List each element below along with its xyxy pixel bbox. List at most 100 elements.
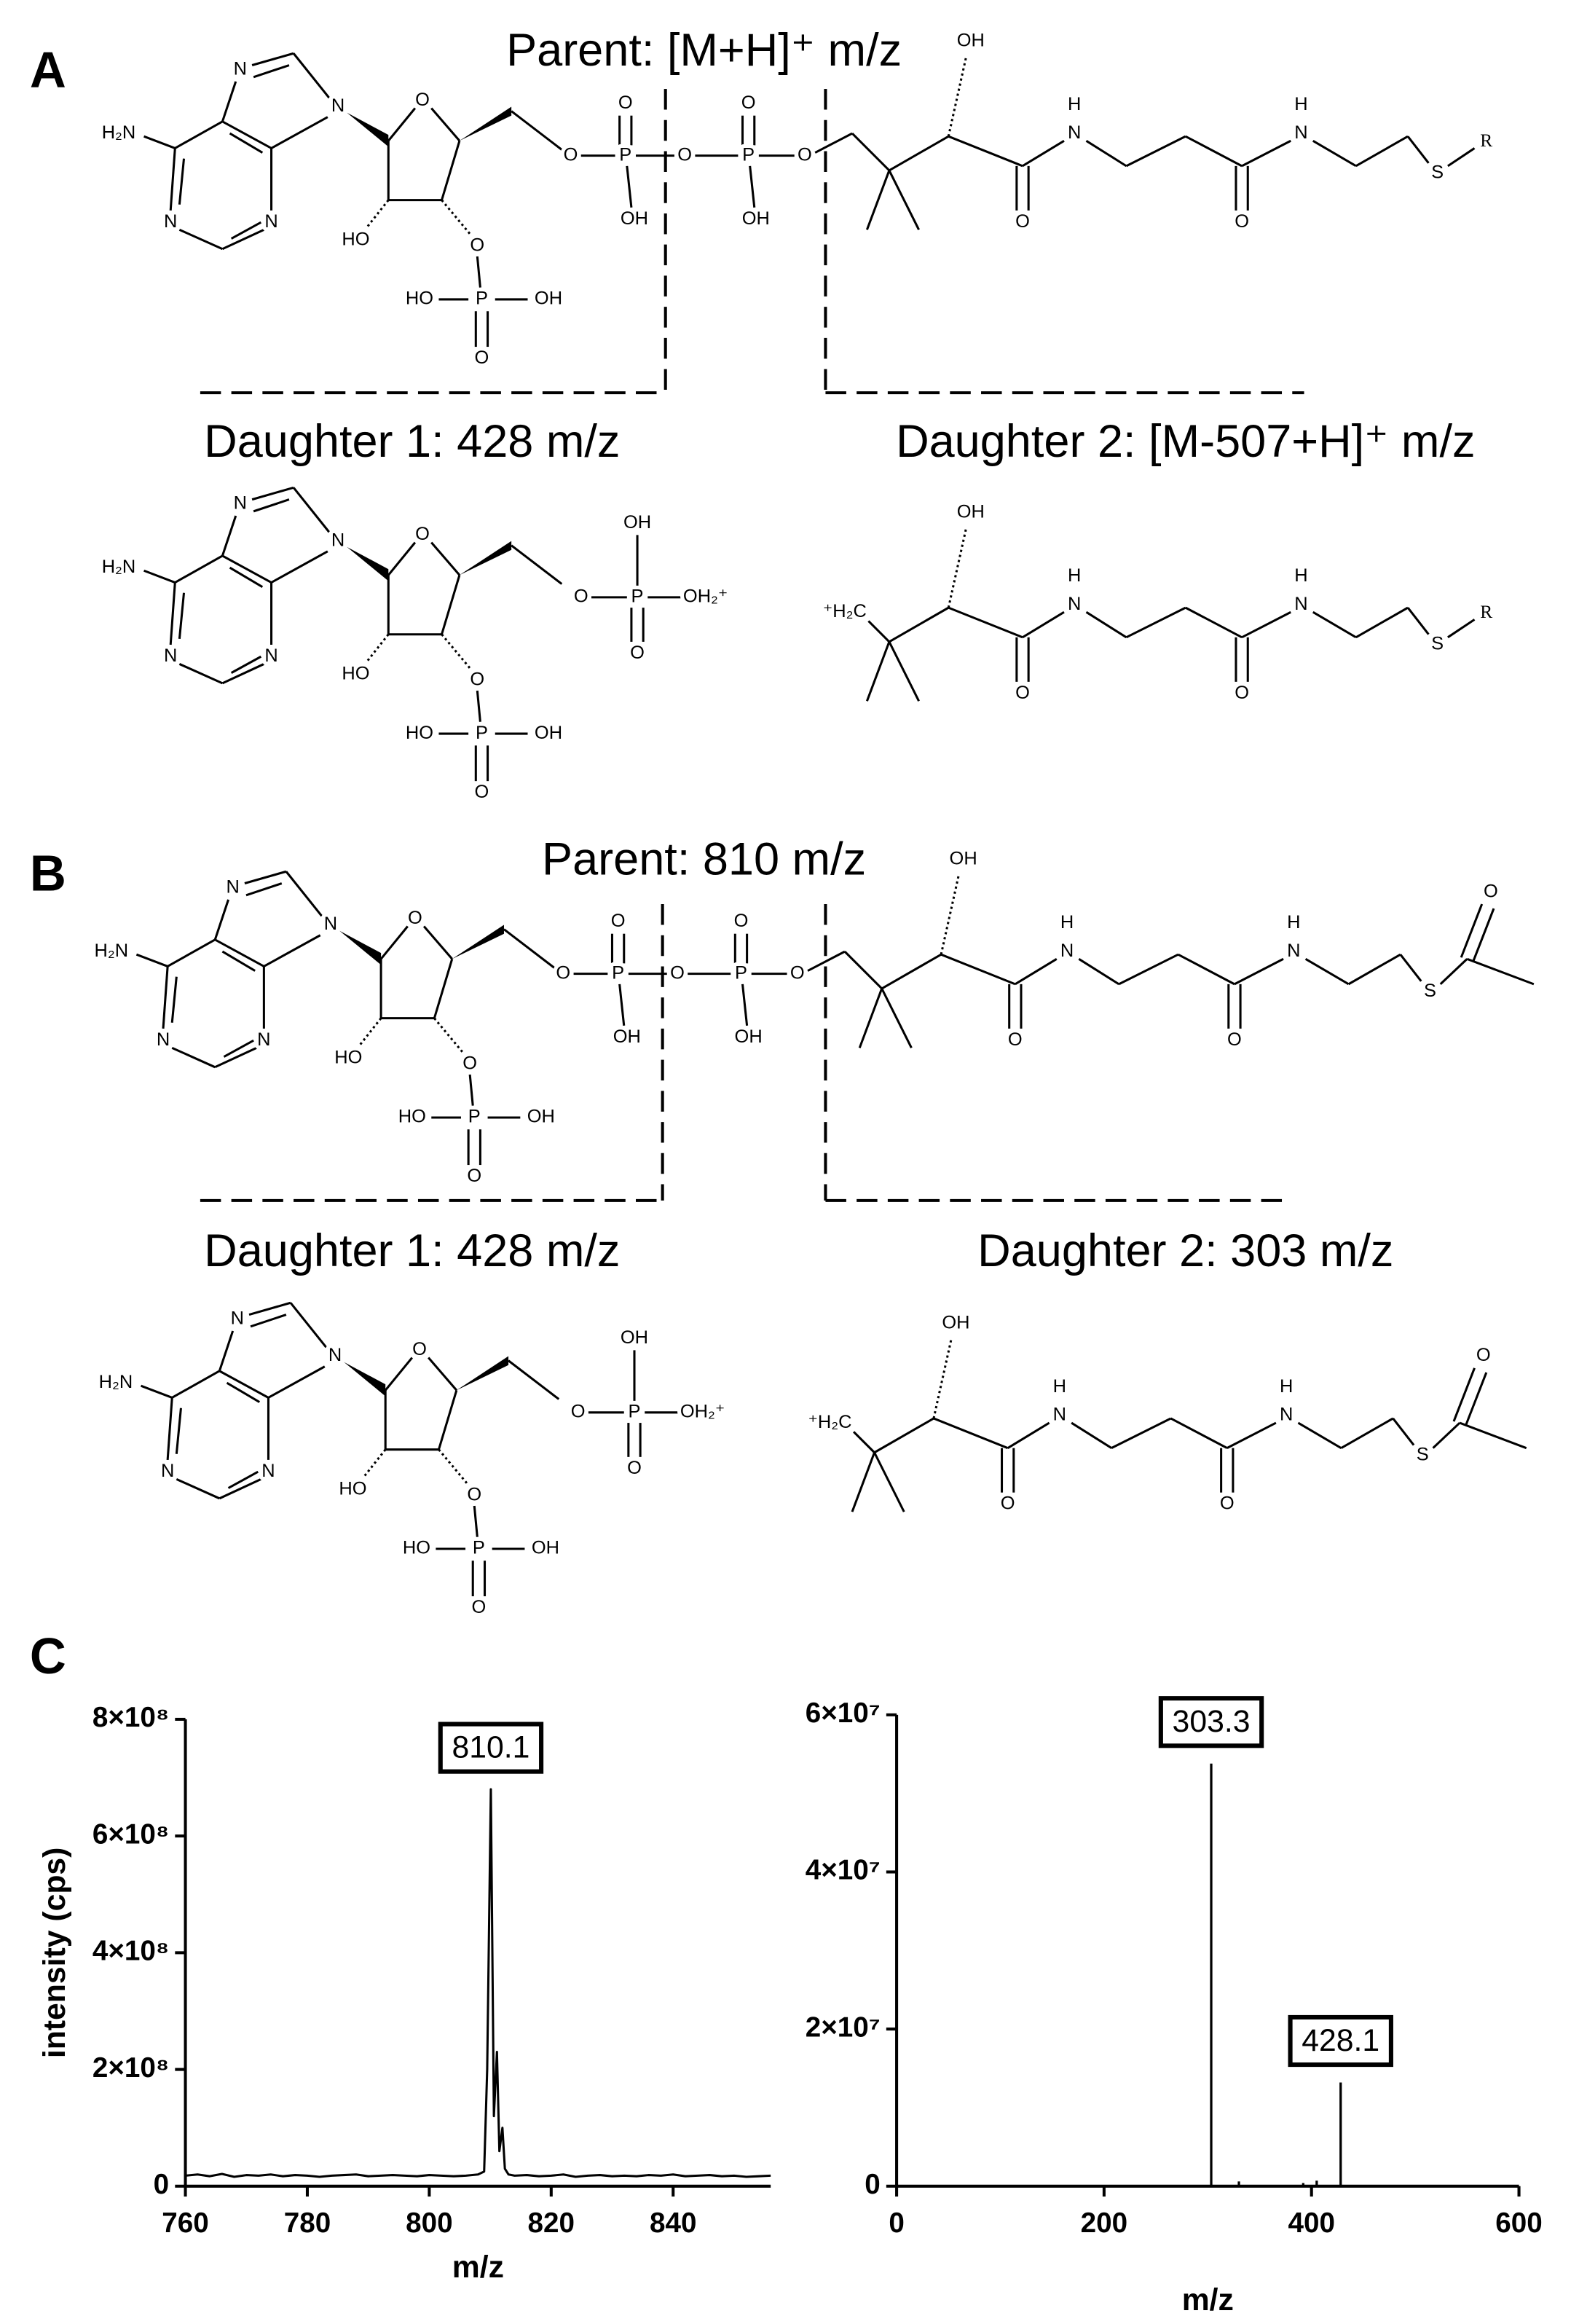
atom-label: N — [1068, 594, 1081, 614]
bond — [437, 1389, 458, 1450]
bond — [1118, 953, 1179, 986]
bond — [174, 554, 224, 584]
y-tick-label: 2×10⁸ — [92, 2052, 169, 2084]
bond — [888, 170, 920, 231]
bond — [441, 140, 461, 201]
atom-label: OH — [621, 208, 648, 229]
daughter-title: Daughter 2: 303 m/z — [977, 1225, 1393, 1276]
bond — [223, 1039, 254, 1058]
atom-label: N — [331, 95, 344, 116]
x-tick-label: 400 — [1288, 2207, 1334, 2239]
bond — [169, 148, 176, 211]
atom-label: H — [1294, 565, 1307, 586]
wedge-bond — [459, 106, 512, 141]
y-tick-label: 0 — [154, 2169, 169, 2200]
bond — [428, 1357, 458, 1391]
bond — [292, 487, 331, 533]
atom-label: OH — [535, 723, 562, 743]
x-tick-label: 820 — [528, 2207, 575, 2239]
atom-label: O — [1235, 211, 1249, 232]
bond — [814, 132, 853, 154]
atom-label: S — [1431, 162, 1444, 183]
atom-label: H — [1060, 912, 1074, 933]
atom-label: O — [734, 911, 749, 931]
bond — [176, 1477, 220, 1500]
bond — [1460, 903, 1484, 958]
bond — [214, 938, 265, 967]
atom-label: P — [735, 962, 747, 983]
atom-label: O — [1227, 1029, 1242, 1050]
bond — [178, 158, 186, 205]
atom-label: N — [328, 1345, 342, 1365]
atom-label: N — [1280, 1405, 1293, 1425]
bond — [387, 107, 417, 142]
bond — [1185, 606, 1243, 639]
y-tick-label: 6×10⁸ — [92, 1818, 169, 1850]
bond — [143, 569, 176, 584]
atom-label: R — [1480, 130, 1492, 151]
bond — [947, 527, 968, 608]
bond — [511, 544, 563, 585]
bond — [867, 620, 890, 643]
atom-label: N — [226, 876, 239, 897]
bond — [1447, 147, 1476, 168]
bond — [218, 1370, 269, 1399]
atom-label: N — [157, 1029, 170, 1050]
bond — [267, 1365, 326, 1399]
bond — [251, 486, 294, 501]
bond — [285, 871, 323, 917]
bond — [169, 582, 176, 645]
panel-label: C — [30, 1628, 66, 1684]
y-axis-label: intensity (cps) — [37, 1848, 72, 2059]
atom-label: N — [261, 1461, 275, 1481]
atom-label: P — [612, 962, 624, 983]
panel-label: B — [30, 845, 66, 902]
atom-label: OH — [957, 502, 985, 522]
bond — [889, 135, 950, 172]
atom-label: O — [627, 1458, 642, 1478]
bond — [1439, 958, 1468, 985]
atom-label: HO — [403, 1538, 430, 1558]
bond — [468, 1074, 474, 1106]
atom-label: O — [556, 962, 570, 983]
atom-label: N — [1294, 122, 1307, 143]
atom-label: O — [1001, 1493, 1015, 1514]
bond — [1170, 1417, 1228, 1449]
bond — [362, 1448, 387, 1479]
bond — [873, 1452, 905, 1512]
bond — [1452, 1367, 1476, 1422]
atom-label: H₂N — [99, 1372, 133, 1392]
bond — [166, 1397, 173, 1461]
atom-label: N — [161, 1461, 174, 1481]
atom-label: O — [1476, 1345, 1491, 1365]
bond — [218, 1477, 261, 1500]
wedge-bond — [347, 112, 389, 147]
bond — [1459, 1421, 1527, 1450]
bond — [433, 958, 454, 1019]
bond — [749, 165, 756, 208]
atom-label: H — [1287, 912, 1300, 933]
annotation-label: 303.3 — [1173, 1704, 1251, 1739]
atom-label: N — [1060, 941, 1074, 961]
bond — [932, 1338, 953, 1419]
atom-label: O — [564, 144, 578, 165]
y-tick-label: 6×10⁷ — [806, 1697, 881, 1729]
x-tick-label: 800 — [406, 2207, 452, 2239]
atom-label: O — [1484, 881, 1498, 901]
bond — [221, 228, 265, 251]
atom-label: H₂N — [102, 122, 136, 143]
atom-label: HO — [342, 229, 369, 249]
bond — [245, 882, 283, 897]
bond — [940, 874, 961, 955]
bond — [1085, 611, 1127, 639]
bond — [858, 988, 883, 1048]
bond — [1297, 1421, 1342, 1449]
atom-label: O — [470, 670, 484, 690]
bond — [1312, 139, 1357, 168]
bond — [948, 606, 1023, 639]
bond — [379, 925, 409, 960]
atom-label: OH — [535, 288, 562, 309]
atom-label: OH — [613, 1026, 641, 1047]
y-tick-label: 8×10⁸ — [92, 1702, 169, 1733]
bond — [851, 133, 890, 172]
